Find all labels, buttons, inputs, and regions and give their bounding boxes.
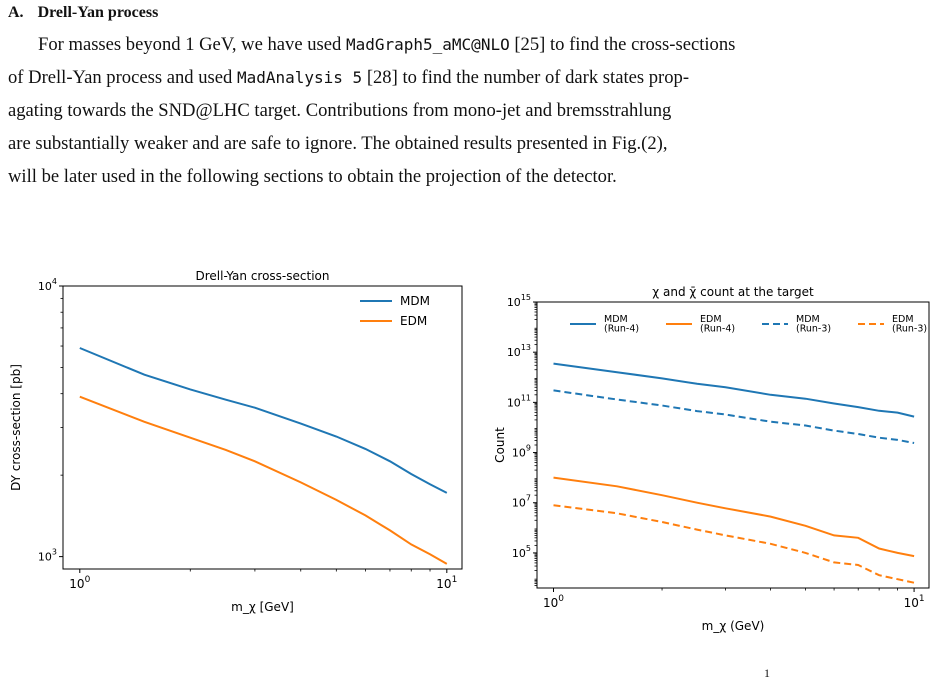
text-run: For masses beyond 1 GeV, we have used — [38, 34, 346, 55]
y-tick-label: 1013 — [507, 343, 531, 359]
chart-title: χ and χ̄ count at the target — [652, 285, 814, 299]
y-tick-base: 10 — [512, 547, 526, 560]
legend-label-line: (Run-3) — [892, 324, 927, 335]
text-run: agating towards the SND@LHC target. Cont… — [8, 100, 672, 121]
x-tick-exp: 1 — [452, 575, 458, 585]
body-paragraph: For masses beyond 1 GeV, we have used Ma… — [8, 28, 936, 193]
y-tick-base: 10 — [512, 447, 526, 460]
section-title: Drell-Yan process — [37, 4, 159, 21]
y-tick-base: 10 — [38, 551, 52, 564]
text-run: of Drell-Yan process and used — [8, 67, 237, 88]
x-tick-exp: 0 — [85, 575, 91, 585]
plot-frame — [62, 285, 463, 570]
paragraph-line: will be later used in the following sect… — [8, 160, 936, 193]
legend-label-line: EDM — [700, 314, 722, 325]
series-line-2 — [553, 389, 915, 444]
x-tick-base: 10 — [543, 596, 558, 610]
y-tick-exp: 11 — [521, 393, 531, 402]
x-tick-exp: 0 — [558, 594, 564, 604]
legend-label-line: EDM — [892, 314, 914, 325]
series-line-1 — [79, 395, 448, 565]
text-run: will be later used in the following sect… — [8, 166, 617, 187]
legend-label-line: (Run-4) — [604, 324, 639, 335]
x-tick-base: 10 — [69, 577, 84, 591]
x-axis-label: m_χ (GeV) — [702, 619, 765, 633]
y-tick-label: 107 — [512, 494, 531, 510]
series-line-0 — [553, 362, 915, 418]
y-tick-base: 10 — [38, 280, 52, 293]
code-name: MadGraph5_aMC@NLO — [345, 35, 510, 54]
legend-label-line: (Run-3) — [796, 324, 831, 335]
paragraph-line: agating towards the SND@LHC target. Cont… — [8, 94, 936, 127]
y-tick-exp: 3 — [52, 548, 57, 557]
legend-label-line: MDM — [796, 314, 820, 325]
paragraph-line: of Drell-Yan process and used MadAnalysi… — [8, 61, 936, 94]
y-tick-exp: 13 — [521, 343, 531, 352]
legend-label: EDM (Run-3) — [892, 314, 927, 335]
y-tick-exp: 5 — [526, 544, 531, 553]
y-tick-label: 1011 — [507, 393, 531, 409]
y-tick-label: 103 — [38, 548, 57, 564]
page-number: 1 — [764, 666, 770, 680]
x-tick-exp: 1 — [919, 594, 925, 604]
y-axis-label: Count — [493, 427, 507, 463]
legend-label: MDM — [400, 294, 430, 308]
y-tick-label: 1015 — [507, 293, 531, 309]
y-tick-base: 10 — [507, 396, 521, 409]
x-tick-label: 100 — [543, 594, 564, 610]
section-number: A. — [8, 4, 24, 21]
paragraph-line: are substantially weaker and are safe to… — [8, 127, 936, 160]
y-tick-label: 109 — [512, 444, 531, 460]
x-tick-label: 101 — [904, 594, 925, 610]
paragraph-line: For masses beyond 1 GeV, we have used Ma… — [8, 28, 936, 61]
y-tick-exp: 4 — [52, 277, 57, 286]
series-line-3 — [553, 504, 915, 584]
x-tick-label: 101 — [436, 575, 457, 591]
x-tick-label: 100 — [69, 575, 90, 591]
series-line-1 — [553, 476, 915, 558]
legend-label-line: EDM — [400, 314, 427, 328]
legend-label-line: MDM — [400, 294, 430, 308]
text-run: [28] to find the number of dark states p… — [362, 67, 690, 88]
x-tick-base: 10 — [904, 596, 919, 610]
y-tick-label: 105 — [512, 544, 531, 560]
legend-label: EDM — [400, 314, 427, 328]
legend-label: MDM (Run-3) — [796, 314, 831, 335]
y-tick-label: 104 — [38, 277, 57, 293]
text-run: [25] to find the cross-sections — [509, 34, 736, 55]
y-axis-label: DY cross-section [pb] — [9, 364, 23, 491]
code-name: MadAnalysis 5 — [236, 68, 363, 87]
section-heading: A. Drell-Yan process — [8, 4, 158, 22]
legend: MDM EDM — [360, 294, 430, 328]
y-tick-base: 10 — [512, 497, 526, 510]
legend-label: EDM (Run-4) — [700, 314, 735, 335]
legend-label-line: (Run-4) — [700, 324, 735, 335]
plot-frame — [536, 301, 930, 589]
y-tick-base: 10 — [507, 346, 521, 359]
x-tick-base: 10 — [436, 577, 451, 591]
text-run: are substantially weaker and are safe to… — [8, 133, 668, 154]
y-tick-base: 10 — [507, 296, 521, 309]
legend: MDM (Run-4)EDM (Run-4)MDM (Run-3)EDM (Run-3) — [570, 314, 927, 335]
x-axis-label: m_χ [GeV] — [231, 600, 294, 614]
y-tick-exp: 9 — [526, 444, 531, 453]
series-line-0 — [79, 347, 448, 494]
legend-label: MDM (Run-4) — [604, 314, 639, 335]
y-tick-exp: 7 — [526, 494, 531, 503]
chart-title: Drell-Yan cross-section — [196, 269, 330, 283]
legend-label-line: MDM — [604, 314, 628, 325]
y-tick-exp: 15 — [521, 293, 531, 302]
